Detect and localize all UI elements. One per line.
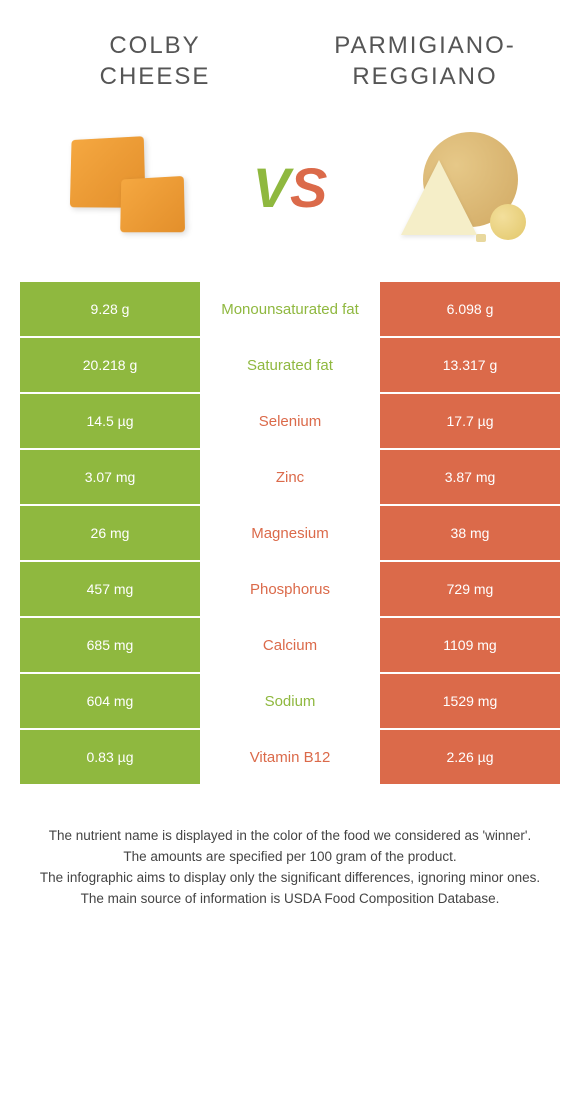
footer-line3: The infographic aims to display only the… [20,868,560,889]
right-value-cell: 38 mg [380,506,560,560]
header: COLBY CHEESE PARMIGIANO- REGGIANO [0,0,580,102]
vs-v-letter: V [253,156,290,219]
left-value-cell: 604 mg [20,674,200,728]
right-value-cell: 3.87 mg [380,450,560,504]
right-title-line1: PARMIGIANO- [290,30,560,61]
left-value-cell: 9.28 g [20,282,200,336]
footer-notes: The nutrient name is displayed in the co… [0,786,580,910]
left-value-cell: 3.07 mg [20,450,200,504]
table-row: 0.83 µgVitamin B122.26 µg [20,730,560,784]
table-row: 9.28 gMonounsaturated fat6.098 g [20,282,560,336]
images-row: VS [0,102,580,282]
table-row: 604 mgSodium1529 mg [20,674,560,728]
right-title-col: PARMIGIANO- REGGIANO [290,30,560,92]
left-value-cell: 457 mg [20,562,200,616]
left-value-cell: 685 mg [20,618,200,672]
right-value-cell: 1529 mg [380,674,560,728]
footer-line1: The nutrient name is displayed in the co… [20,826,560,847]
footer-line2: The amounts are specified per 100 gram o… [20,847,560,868]
table-row: 457 mgPhosphorus729 mg [20,562,560,616]
nutrient-label-cell: Magnesium [200,506,380,560]
nutrient-label-cell: Sodium [200,674,380,728]
right-title-line2: REGGIANO [290,61,560,92]
right-value-cell: 6.098 g [380,282,560,336]
nutrient-label-cell: Vitamin B12 [200,730,380,784]
right-value-cell: 2.26 µg [380,730,560,784]
left-title-line2: CHEESE [20,61,290,92]
right-value-cell: 1109 mg [380,618,560,672]
footer-line4: The main source of information is USDA F… [20,889,560,910]
nutrient-label-cell: Phosphorus [200,562,380,616]
nutrient-label-cell: Zinc [200,450,380,504]
nutrient-label-cell: Calcium [200,618,380,672]
left-value-cell: 0.83 µg [20,730,200,784]
left-value-cell: 14.5 µg [20,394,200,448]
comparison-table: 9.28 gMonounsaturated fat6.098 g20.218 g… [0,282,580,784]
left-title-col: COLBY CHEESE [20,30,290,92]
vs-s-letter: S [290,156,327,219]
left-title-line1: COLBY [20,30,290,61]
parmigiano-cheese-icon [376,122,526,252]
vs-badge: VS [253,155,328,220]
table-row: 20.218 gSaturated fat13.317 g [20,338,560,392]
table-row: 26 mgMagnesium38 mg [20,506,560,560]
right-value-cell: 13.317 g [380,338,560,392]
right-value-cell: 729 mg [380,562,560,616]
nutrient-label-cell: Saturated fat [200,338,380,392]
table-row: 3.07 mgZinc3.87 mg [20,450,560,504]
table-row: 14.5 µgSelenium17.7 µg [20,394,560,448]
left-value-cell: 26 mg [20,506,200,560]
right-value-cell: 17.7 µg [380,394,560,448]
table-row: 685 mgCalcium1109 mg [20,618,560,672]
nutrient-label-cell: Selenium [200,394,380,448]
left-value-cell: 20.218 g [20,338,200,392]
nutrient-label-cell: Monounsaturated fat [200,282,380,336]
colby-cheese-icon [54,122,204,252]
